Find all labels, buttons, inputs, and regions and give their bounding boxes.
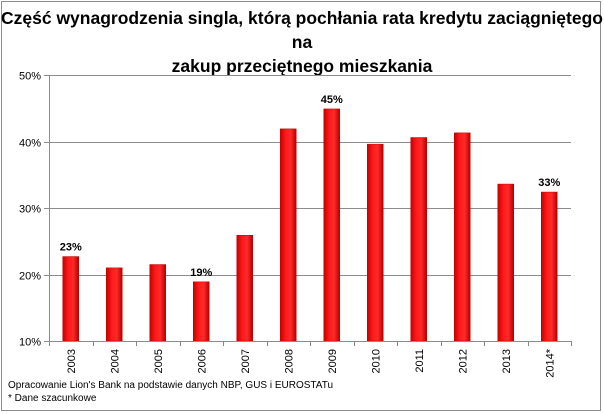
bar	[367, 143, 384, 342]
bar	[497, 183, 514, 342]
axes	[44, 75, 572, 346]
x-tick-label: 2012	[457, 349, 469, 373]
data-label: 33%	[538, 177, 560, 189]
bar	[323, 108, 340, 342]
chart-title: Część wynagrodzenia singla, którą pochła…	[0, 6, 604, 78]
x-tick-label: 2005	[153, 349, 165, 373]
bar	[454, 132, 471, 342]
x-tick-label: 2010	[370, 349, 382, 373]
chart-title-line-2: zakup przeciętnego mieszkania	[171, 56, 433, 76]
y-tick-label: 30%	[19, 204, 41, 216]
bar	[236, 235, 253, 342]
data-label: 45%	[321, 94, 343, 106]
bar	[193, 281, 210, 342]
y-tick-label: 20%	[19, 271, 41, 283]
bar	[280, 128, 297, 342]
source-footnote: Opracowanie Lion's Bank na podstawie dan…	[8, 380, 334, 391]
labels: 10% 20% 30% 40% 50% 2003 2004 2005 2006 2007 2008 2…	[19, 71, 561, 378]
data-label: 23%	[60, 242, 82, 254]
x-tick-label: 2013	[501, 349, 513, 373]
gridlines	[49, 75, 571, 342]
x-tick-label: 2009	[327, 349, 339, 373]
data-label: 19%	[190, 267, 212, 279]
x-tick-label: 2008	[283, 349, 295, 373]
x-tick-label: 2011	[414, 349, 426, 373]
bar	[62, 256, 79, 342]
bars	[62, 108, 558, 342]
bar	[106, 267, 123, 342]
y-tick-label: 50%	[19, 71, 41, 83]
x-tick-label: 2003	[66, 349, 78, 373]
x-tick-label: 2007	[240, 349, 252, 373]
y-tick-label: 10%	[19, 337, 41, 349]
estimate-footnote: * Dane szacunkowe	[8, 393, 97, 404]
bar	[410, 137, 427, 342]
x-tick-label: 2004	[109, 349, 121, 373]
y-tick-label: 40%	[19, 138, 41, 150]
x-tick-label: 2006	[196, 349, 208, 373]
chart-title-line-1: Część wynagrodzenia singla, którą pochła…	[1, 8, 603, 52]
bar	[541, 191, 558, 342]
bar	[149, 264, 166, 342]
x-tick-label: 2014*	[544, 348, 556, 377]
